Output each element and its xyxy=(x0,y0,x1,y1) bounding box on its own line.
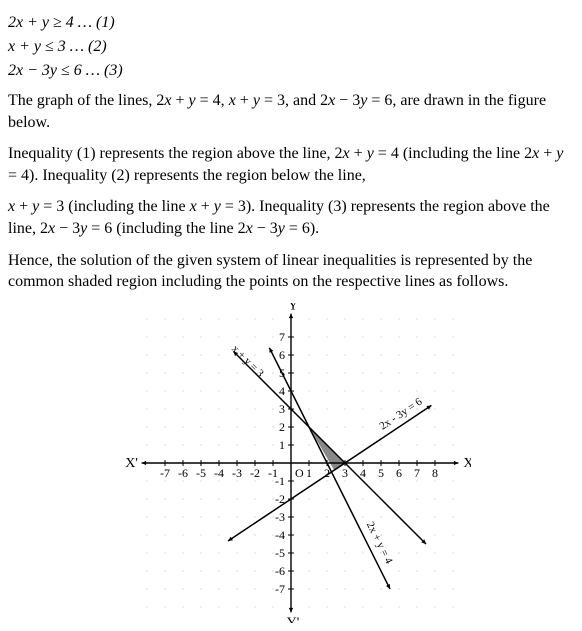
svg-text:-4: -4 xyxy=(275,528,285,542)
paragraph-4: Hence, the solution of the given system … xyxy=(8,250,574,293)
svg-text:6: 6 xyxy=(279,348,285,362)
paragraph-1: The graph of the lines, 2x + y = 4, x + … xyxy=(8,90,574,133)
svg-text:7: 7 xyxy=(279,330,285,344)
svg-text:-6: -6 xyxy=(178,466,188,480)
svg-text:-7: -7 xyxy=(275,582,285,596)
svg-text:x + y = 3: x + y = 3 xyxy=(229,343,266,380)
svg-text:X: X xyxy=(463,456,471,471)
svg-text:X': X' xyxy=(125,456,138,471)
svg-text:5: 5 xyxy=(378,466,384,480)
svg-text:-5: -5 xyxy=(196,466,206,480)
svg-text:Y: Y xyxy=(288,303,298,314)
inequality-graph: -7-6-5-4-3-2-112345678-7-6-5-4-3-2-11234… xyxy=(111,303,471,623)
paragraph-2: Inequality (1) represents the region abo… xyxy=(8,143,574,186)
svg-text:Y': Y' xyxy=(287,615,300,623)
svg-text:-7: -7 xyxy=(160,466,170,480)
graph-container: -7-6-5-4-3-2-112345678-7-6-5-4-3-2-11234… xyxy=(8,303,574,623)
svg-text:2x + y = 4: 2x + y = 4 xyxy=(364,520,395,566)
svg-text:3: 3 xyxy=(279,402,285,416)
svg-text:3: 3 xyxy=(342,466,348,480)
paragraph-3: x + y = 3 (including the line x + y = 3)… xyxy=(8,196,574,239)
svg-text:6: 6 xyxy=(396,466,402,480)
svg-text:1: 1 xyxy=(306,466,312,480)
svg-text:4: 4 xyxy=(279,384,285,398)
svg-text:-2: -2 xyxy=(250,466,260,480)
svg-text:-3: -3 xyxy=(275,510,285,524)
svg-text:8: 8 xyxy=(432,466,438,480)
svg-text:2: 2 xyxy=(279,420,285,434)
svg-text:-5: -5 xyxy=(275,546,285,560)
inequality-3: 2x − 3y ≤ 6 … (3) xyxy=(8,62,574,80)
svg-text:-4: -4 xyxy=(214,466,224,480)
inequality-1: 2x + y ≥ 4 … (1) xyxy=(8,14,574,32)
svg-text:-6: -6 xyxy=(275,564,285,578)
svg-text:-3: -3 xyxy=(232,466,242,480)
svg-text:-1: -1 xyxy=(275,474,285,488)
svg-text:O: O xyxy=(295,466,304,480)
svg-text:7: 7 xyxy=(414,466,420,480)
svg-text:1: 1 xyxy=(279,438,285,452)
inequality-2: x + y ≤ 3 … (2) xyxy=(8,38,574,56)
